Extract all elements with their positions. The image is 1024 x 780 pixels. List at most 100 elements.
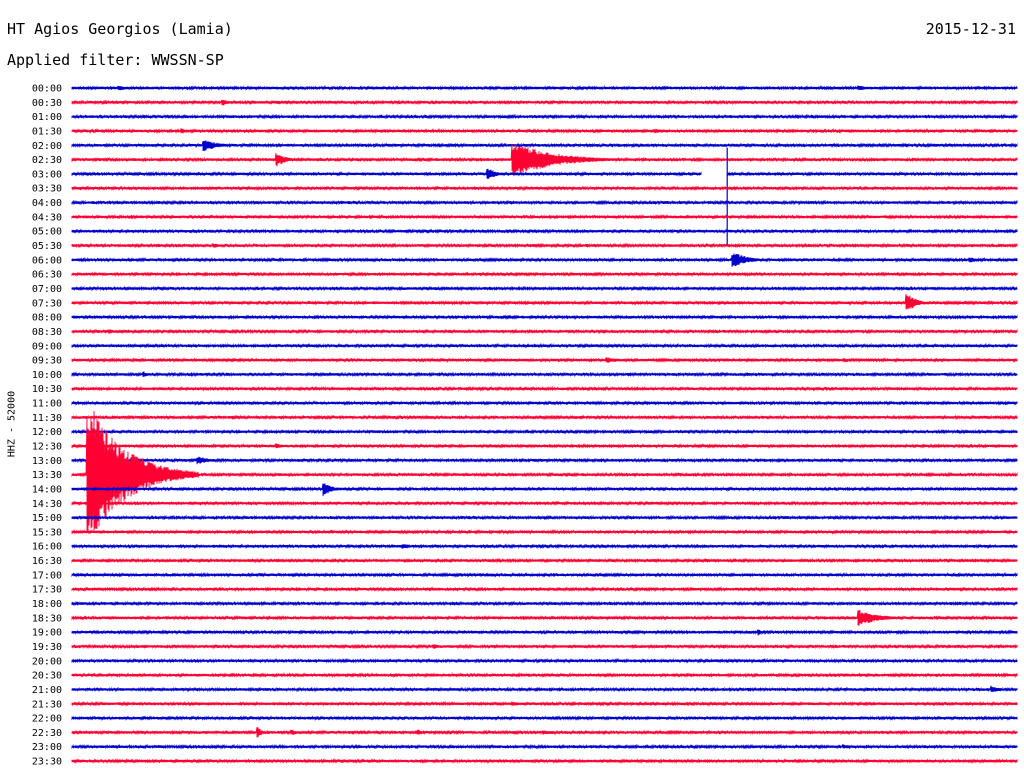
trace-line	[71, 385, 1018, 392]
trace-line	[71, 357, 1018, 364]
time-label: 05:00	[32, 227, 62, 238]
trace-line	[71, 213, 1018, 220]
time-label: 13:30	[32, 470, 62, 481]
trace-line	[71, 657, 1018, 664]
time-label: 15:00	[32, 513, 62, 524]
time-label: 20:30	[32, 671, 62, 682]
time-label: 06:00	[32, 255, 62, 266]
trace-line	[71, 428, 1018, 435]
trace-line	[71, 242, 1018, 249]
time-label: 18:00	[32, 599, 62, 610]
trace-line	[71, 743, 1018, 750]
time-label: 04:00	[32, 198, 62, 209]
trace-line	[71, 99, 1018, 106]
time-label: 09:00	[32, 341, 62, 352]
trace-line	[71, 643, 1018, 650]
time-label: 12:30	[32, 442, 62, 453]
time-label: 03:00	[32, 169, 62, 180]
traces	[71, 85, 1018, 764]
time-label: 02:30	[32, 155, 62, 166]
time-label: 14:30	[32, 499, 62, 510]
time-label: 06:30	[32, 270, 62, 281]
trace-line	[71, 285, 1018, 292]
trace-line	[71, 600, 1018, 607]
time-label: 00:30	[32, 98, 62, 109]
time-label: 10:00	[32, 370, 62, 381]
trace-line	[71, 456, 1018, 465]
time-label: 17:30	[32, 585, 62, 596]
date-label: 2015-12-31	[925, 20, 1016, 38]
time-label: 08:30	[32, 327, 62, 338]
trace-line	[71, 500, 1018, 507]
filter-label: Applied filter: WWSSN-SP	[7, 51, 224, 69]
station-title: HT Agios Georgios (Lamia)	[7, 20, 233, 38]
trace-line	[71, 127, 1018, 134]
time-label: 07:00	[32, 284, 62, 295]
time-label: 02:00	[32, 141, 62, 152]
time-label: 21:30	[32, 699, 62, 710]
trace-line	[71, 700, 1018, 707]
time-label: 00:00	[32, 84, 62, 95]
time-label: 23:00	[32, 742, 62, 753]
trace-line	[71, 113, 1018, 120]
trace-line	[71, 610, 1018, 626]
time-label: 19:30	[32, 642, 62, 653]
trace-line	[71, 400, 1018, 407]
time-label: 13:00	[32, 456, 62, 467]
trace-line	[71, 571, 1018, 578]
trace-line	[71, 410, 1018, 533]
trace-line	[71, 758, 1018, 764]
trace-line	[71, 685, 1018, 693]
trace-line	[71, 557, 1018, 564]
time-label: 10:30	[32, 384, 62, 395]
time-label: 03:30	[32, 184, 62, 195]
trace-line	[71, 199, 1018, 206]
trace-line	[71, 140, 1018, 152]
trace-line	[71, 727, 1018, 738]
trace-line	[71, 253, 1018, 267]
time-label: 20:00	[32, 656, 62, 667]
trace-line	[71, 85, 1018, 91]
time-label: 07:30	[32, 298, 62, 309]
trace-line	[71, 586, 1018, 593]
trace-line	[71, 168, 1018, 180]
time-label: 15:30	[32, 527, 62, 538]
trace-line	[71, 228, 1018, 235]
time-label: 22:30	[32, 728, 62, 739]
time-label: 12:00	[32, 427, 62, 438]
trace-line	[71, 342, 1018, 349]
trace-line	[71, 629, 1018, 636]
trace-line	[71, 143, 1018, 177]
trace-line	[71, 414, 1018, 421]
time-label: 16:00	[32, 542, 62, 553]
trace-line	[71, 328, 1018, 335]
time-label: 11:30	[32, 413, 62, 424]
trace-line	[71, 185, 1018, 192]
time-label: 23:30	[32, 757, 62, 768]
trace-line	[71, 314, 1018, 321]
time-label: 14:00	[32, 484, 62, 495]
trace-line	[71, 543, 1018, 550]
time-label: 05:30	[32, 241, 62, 252]
time-label: 18:30	[32, 613, 62, 624]
time-label: 01:30	[32, 126, 62, 137]
trace-line	[71, 528, 1018, 535]
time-label: 04:30	[32, 212, 62, 223]
time-label: 01:00	[32, 112, 62, 123]
time-label: 21:00	[32, 685, 62, 696]
time-label: 17:00	[32, 570, 62, 581]
time-label: 11:00	[32, 399, 62, 410]
trace-line	[71, 483, 1018, 497]
time-labels: 00:00 00:30 01:00 01:30 02:00 02:30 03:00 03:30…	[32, 84, 62, 768]
time-label: 16:30	[32, 556, 62, 567]
trace-line	[71, 514, 1018, 521]
time-label: 09:30	[32, 356, 62, 367]
trace-line	[71, 371, 1018, 378]
time-label: 19:00	[32, 628, 62, 639]
trace-line	[71, 672, 1018, 679]
time-label: 08:00	[32, 313, 62, 324]
trace-line	[71, 271, 1018, 278]
trace-line	[71, 443, 1018, 449]
trace-line	[71, 293, 1018, 310]
